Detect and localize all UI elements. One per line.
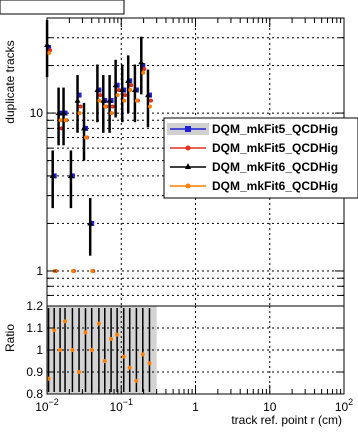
series-marker bbox=[87, 220, 94, 226]
y-tick-label: 1.1 bbox=[26, 321, 43, 335]
series-marker bbox=[122, 98, 127, 103]
x-axis: 10−2 10−1 1 10 102 bbox=[35, 385, 353, 414]
series-marker bbox=[60, 110, 67, 116]
series-marker bbox=[141, 70, 146, 75]
series-marker bbox=[77, 111, 82, 116]
series-marker bbox=[138, 59, 145, 65]
series-marker bbox=[67, 172, 74, 178]
legend-marker bbox=[185, 126, 191, 132]
ratio-marker bbox=[134, 378, 139, 383]
ratio-marker bbox=[147, 361, 152, 366]
series-marker bbox=[98, 93, 103, 98]
series-marker bbox=[103, 104, 108, 109]
series-marker bbox=[125, 77, 132, 83]
ratio-marker bbox=[89, 348, 94, 352]
series-marker bbox=[58, 118, 63, 123]
series-marker bbox=[110, 104, 115, 109]
ratio-marker bbox=[70, 348, 75, 352]
legend-label: DQM_mkFit5_QCDHig bbox=[212, 122, 338, 136]
ratio-marker bbox=[77, 370, 82, 374]
series-marker bbox=[47, 51, 52, 56]
ratio-y-axis-title: Ratio bbox=[3, 324, 17, 352]
x-tick-label: 10−1 bbox=[109, 397, 133, 414]
series-marker bbox=[63, 118, 68, 123]
legend-marker bbox=[185, 163, 191, 169]
y-tick-label: 10 bbox=[30, 106, 44, 120]
series-marker bbox=[144, 92, 151, 98]
ratio-marker bbox=[52, 328, 57, 333]
series-marker bbox=[112, 82, 119, 88]
series-marker bbox=[46, 45, 52, 51]
series-marker bbox=[123, 93, 128, 98]
series-marker bbox=[100, 97, 107, 103]
series-marker bbox=[116, 87, 121, 92]
y-tick-label: 1.2 bbox=[26, 299, 43, 313]
series-marker bbox=[147, 104, 152, 109]
y-tick-label: 0.9 bbox=[26, 365, 43, 379]
ratio-marker bbox=[58, 348, 63, 352]
legend-label: DQM_mkFit6_QCDHig bbox=[212, 160, 338, 174]
series-marker bbox=[76, 92, 82, 98]
series-marker bbox=[148, 98, 153, 103]
ratio-y-axis: 0.8 0.9 1 1.1 1.2 bbox=[26, 299, 344, 401]
ratio-marker bbox=[46, 376, 51, 381]
series-marker bbox=[129, 83, 134, 88]
ratio-marker bbox=[115, 332, 120, 337]
series-marker bbox=[131, 86, 138, 92]
top-panel: 1 10 duplicate tracks bbox=[3, 17, 345, 307]
series-marker bbox=[83, 135, 88, 140]
series-marker bbox=[134, 98, 139, 103]
series-marker bbox=[119, 86, 126, 92]
x-tick-label: 102 bbox=[335, 397, 353, 414]
series-marker bbox=[74, 97, 81, 103]
legend-label: DQM_mkFit6_QCDHig bbox=[212, 179, 338, 193]
x-tick-label: 10−2 bbox=[35, 397, 59, 414]
series-marker bbox=[94, 86, 101, 92]
x-tick-label: 1 bbox=[192, 400, 199, 414]
x-tick-exponent: −1 bbox=[123, 397, 133, 407]
series-marker bbox=[128, 87, 133, 92]
series-marker bbox=[142, 67, 147, 72]
series-marker bbox=[115, 93, 120, 98]
legend-label: DQM_mkFit5_QCDHig bbox=[212, 141, 338, 155]
series-marker bbox=[80, 125, 87, 131]
legend: DQM_mkFit5_QCDHig DQM_mkFit5_QCDHig DQM_mk… bbox=[163, 117, 358, 199]
legend-marker bbox=[185, 145, 191, 151]
ratio-marker bbox=[102, 359, 107, 363]
series-marker bbox=[49, 172, 56, 178]
x-tick-exponent: −2 bbox=[49, 397, 59, 407]
ratio-marker bbox=[127, 365, 132, 370]
series-marker bbox=[109, 111, 114, 116]
top-y-axis-title: duplicate tracks bbox=[3, 40, 17, 123]
series-marker bbox=[55, 110, 62, 116]
series-marker bbox=[106, 97, 113, 103]
x-tick-exponent: 2 bbox=[348, 397, 353, 407]
ratio-panel: 0.8 0.9 1 1.1 1.2 Ratio bbox=[3, 299, 345, 401]
ratio-marker bbox=[96, 321, 101, 326]
series-marker bbox=[78, 104, 83, 109]
ratio-marker bbox=[121, 354, 126, 359]
title-box bbox=[0, 0, 125, 15]
ratio-marker bbox=[83, 330, 88, 335]
x-tick-label: 10 bbox=[263, 400, 277, 414]
series-marker bbox=[140, 63, 146, 69]
y-tick-label: 1 bbox=[36, 343, 43, 357]
y-tick-label: 0.8 bbox=[26, 387, 43, 401]
top-series-layer bbox=[44, 20, 153, 273]
ratio-marker bbox=[63, 319, 68, 324]
ratio-marker bbox=[140, 352, 145, 357]
x-axis-title: track ref. point r (cm) bbox=[231, 413, 342, 427]
series-marker bbox=[97, 98, 102, 103]
series-marker bbox=[70, 268, 75, 273]
legend-marker bbox=[185, 183, 191, 189]
series-marker bbox=[90, 268, 95, 273]
ratio-marker bbox=[109, 337, 114, 341]
y-tick-label: 1 bbox=[36, 264, 43, 278]
